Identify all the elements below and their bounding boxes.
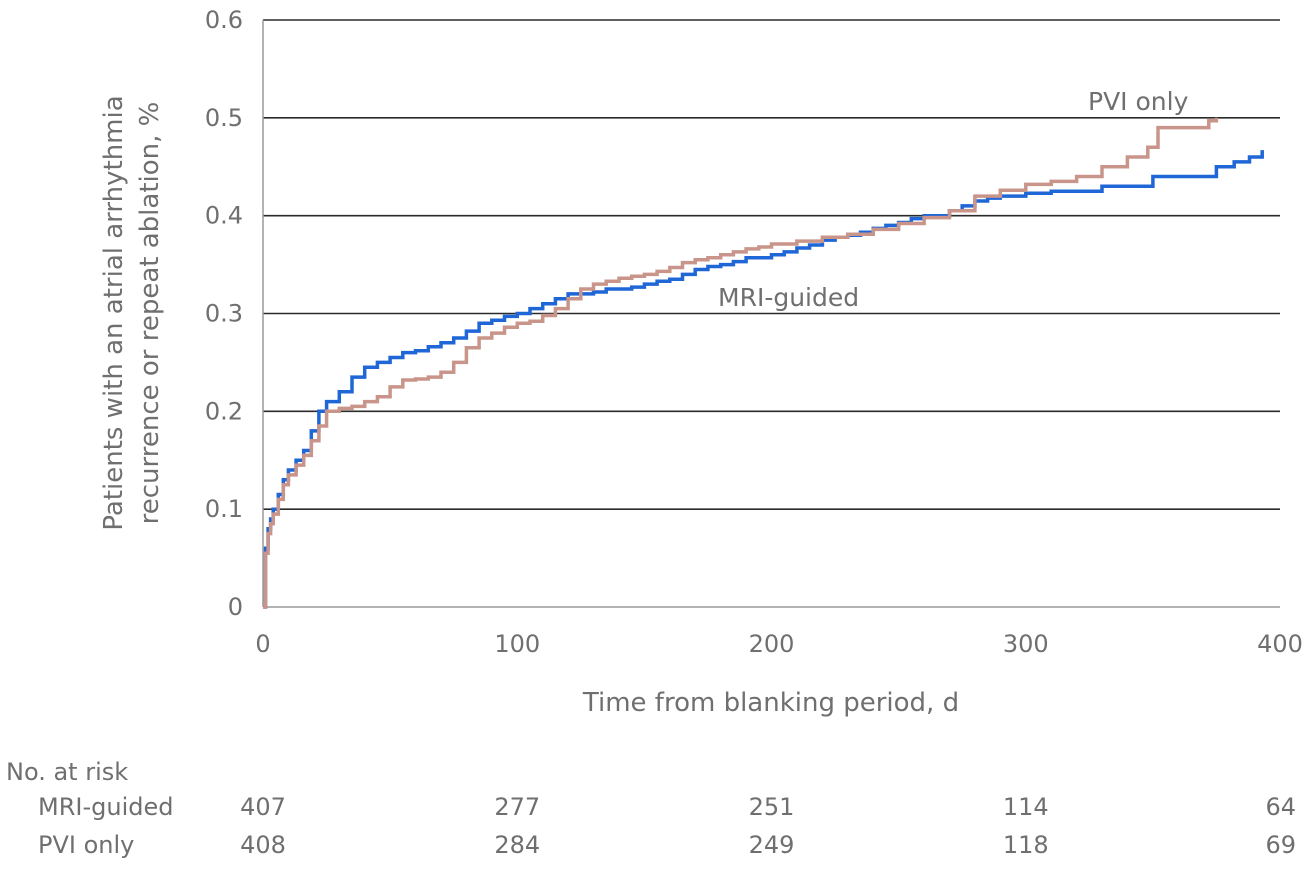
risk-table-title: No. at risk <box>6 758 128 786</box>
risk-value-0-3: 114 <box>1003 793 1049 821</box>
risk-value-1-1: 284 <box>494 831 540 859</box>
x-tick-label-2: 200 <box>749 630 795 658</box>
horizontal-gridlines <box>263 19 1280 510</box>
series-line-pvi-only <box>263 117 1219 609</box>
x-tick-label-1: 100 <box>494 630 540 658</box>
y-tick-label-2: 0.2 <box>205 397 243 425</box>
series-lines <box>263 117 1264 609</box>
risk-value-0-0: 407 <box>240 793 286 821</box>
pvi-only-label: PVI only <box>1088 87 1189 116</box>
y-tick-label-5: 0.5 <box>205 104 243 132</box>
axes <box>262 20 1280 608</box>
risk-value-1-3: 118 <box>1003 831 1049 859</box>
y-axis-title-line-2: recurrence or repeat ablation, % <box>135 102 165 525</box>
x-axis-title: Time from blanking period, d <box>582 688 959 718</box>
risk-value-0-4: 64 <box>1265 793 1296 821</box>
y-tick-labels: 0 0.1 0.2 0.3 0.4 0.5 0.6 <box>205 6 243 621</box>
mri-guided-label: MRI-guided <box>718 283 859 312</box>
risk-row-label-mri-guided: MRI-guided <box>38 793 173 821</box>
risk-value-0-2: 251 <box>749 793 795 821</box>
y-tick-label-6: 0.6 <box>205 6 243 34</box>
risk-value-0-1: 277 <box>494 793 540 821</box>
risk-value-1-4: 69 <box>1265 831 1296 859</box>
y-tick-label-0: 0 <box>228 593 243 621</box>
x-tick-label-0: 0 <box>255 630 270 658</box>
risk-values: 407 277 251 114 64 408 284 249 118 69 <box>240 793 1296 859</box>
risk-value-1-2: 249 <box>749 831 795 859</box>
y-tick-label-4: 0.4 <box>205 202 243 230</box>
y-tick-label-1: 0.1 <box>205 495 243 523</box>
risk-value-1-0: 408 <box>240 831 286 859</box>
number-at-risk-table: No. at risk MRI-guided PVI only 407 277 25… <box>6 758 1296 859</box>
x-tick-labels: 0 100 200 300 400 <box>255 630 1303 658</box>
y-axis-title-line-1: Patients with an atrial arrhythmia <box>99 95 129 530</box>
risk-row-label-pvi-only: PVI only <box>38 831 134 859</box>
y-tick-label-3: 0.3 <box>205 300 243 328</box>
x-tick-label-4: 400 <box>1257 630 1303 658</box>
x-tick-label-3: 300 <box>1003 630 1049 658</box>
